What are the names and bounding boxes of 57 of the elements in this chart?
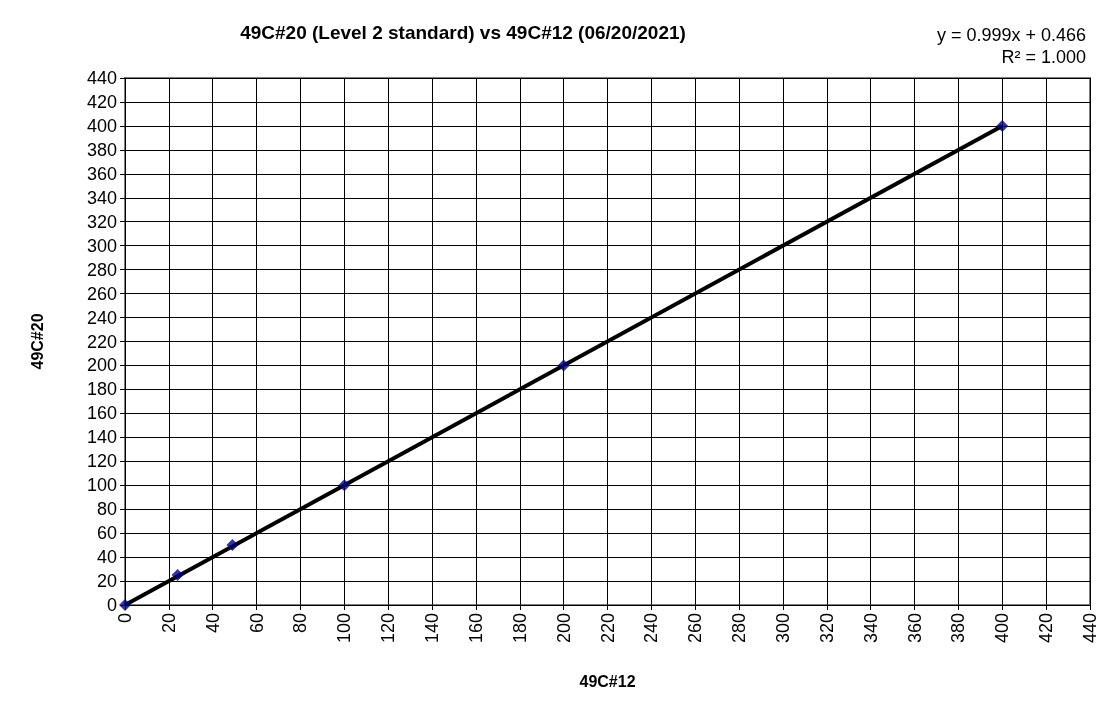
x-tick-label: 360 <box>904 613 925 644</box>
y-tick-label: 280 <box>86 259 117 280</box>
y-tick-label: 20 <box>96 571 117 592</box>
y-tick-label: 380 <box>86 139 117 160</box>
x-tick-label: 120 <box>378 613 399 644</box>
y-tick-label: 200 <box>86 355 117 376</box>
x-tick-label: 240 <box>641 613 662 644</box>
y-tick-label: 100 <box>86 475 117 496</box>
y-tick-label: 240 <box>86 307 117 328</box>
y-axis-title: 49C#20 <box>28 313 46 370</box>
x-tick-label: 260 <box>685 613 706 644</box>
x-tick-label: 340 <box>860 613 881 644</box>
y-tick-label: 340 <box>86 187 117 208</box>
text: R² = 1.000 <box>1001 47 1087 67</box>
x-axis-title: 49C#12 <box>579 672 636 690</box>
x-tick-label: 420 <box>1036 613 1057 644</box>
point <box>226 539 239 552</box>
y-tick-label: 140 <box>86 427 117 448</box>
y-tick-label: 180 <box>86 379 117 400</box>
x-tick-label: 20 <box>158 613 179 634</box>
point <box>996 119 1009 132</box>
point <box>119 599 131 611</box>
y-tick-label: 260 <box>86 283 117 304</box>
y-tick-label: 80 <box>96 499 117 520</box>
y-tick-label: 300 <box>86 235 117 256</box>
x-tick-label: 180 <box>509 613 530 644</box>
x-tick-label: 440 <box>1080 613 1100 644</box>
text: y = 0.999x + 0.466 <box>936 25 1086 45</box>
x-tick-label: 40 <box>202 613 223 634</box>
x-tick-label: 400 <box>992 613 1013 644</box>
x-tick-label: 0 <box>115 613 135 624</box>
x-tick-label: 200 <box>553 613 574 644</box>
x-tick-label: 140 <box>422 613 443 644</box>
x-tick-label: 320 <box>816 613 837 644</box>
y-tick-label: 440 <box>86 68 117 88</box>
x-tick-label: 160 <box>465 613 486 644</box>
x-tick-label: 280 <box>729 613 750 644</box>
chart-title: 49C#20 (Level 2 standard) vs 49C#12 (06/20/2021) <box>240 22 686 43</box>
x-tick-label: 100 <box>334 613 355 644</box>
y-tick-label: 60 <box>96 523 117 544</box>
x-tick-label: 220 <box>597 613 618 644</box>
y-tick-label: 400 <box>86 115 117 136</box>
x-tick-label: 300 <box>772 613 793 644</box>
y-tick-label: 220 <box>86 331 117 352</box>
y-tick-label: 120 <box>86 451 117 472</box>
point <box>171 569 184 582</box>
x-tick-label: 380 <box>948 613 969 644</box>
point <box>338 479 351 492</box>
y-tick-label: 320 <box>86 211 117 232</box>
y-tick-label: 420 <box>86 91 117 112</box>
y-tick-label: 40 <box>96 547 117 568</box>
point <box>557 359 570 372</box>
y-tick-label: 160 <box>86 403 117 424</box>
x-tick-label: 60 <box>246 613 267 634</box>
y-tick-label: 0 <box>106 595 117 615</box>
y-tick-label: 360 <box>86 163 117 184</box>
x-tick-label: 80 <box>290 613 311 634</box>
